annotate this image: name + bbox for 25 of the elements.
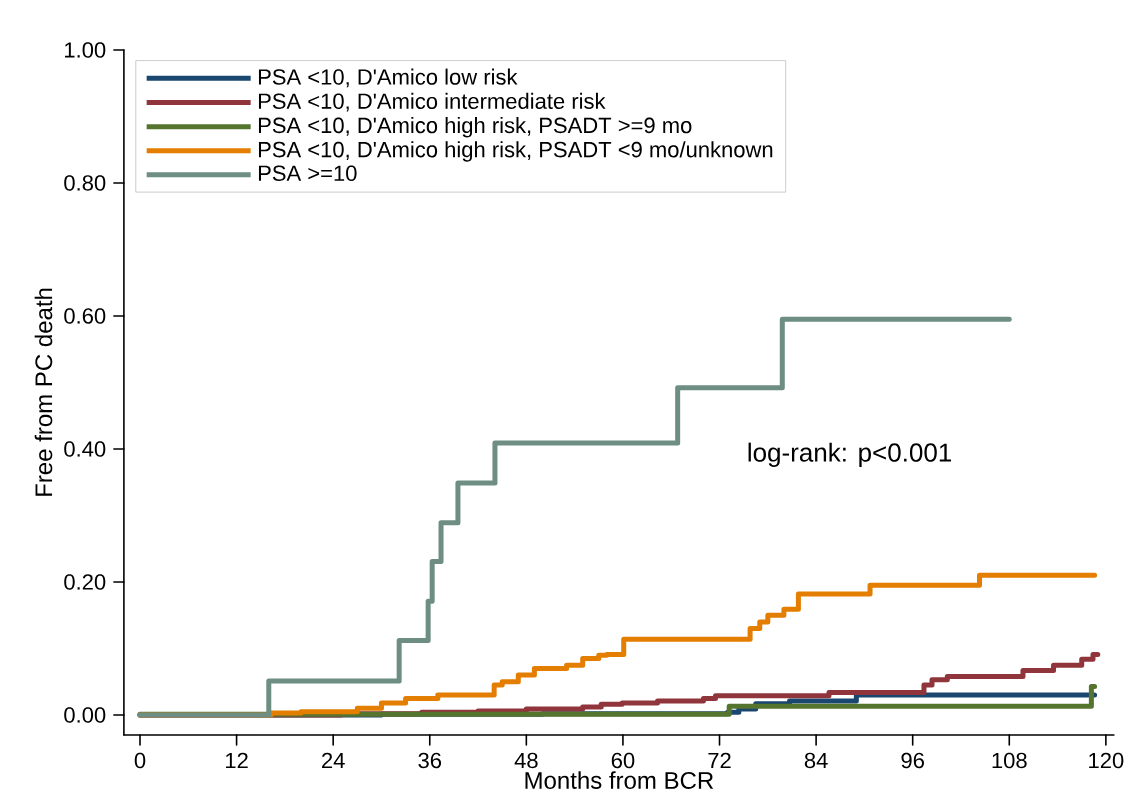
legend-label: PSA >=10 (258, 165, 357, 182)
x-tick-label: 120 (1089, 752, 1124, 769)
x-tick-label: 36 (418, 752, 442, 769)
x-tick-label: 48 (514, 752, 538, 769)
legend-label: PSA <10, D'Amico intermediate risk (258, 92, 606, 112)
y-tick-label: 0.00 (64, 707, 106, 723)
x-tick-label: 84 (804, 752, 828, 769)
x-tick-label: 12 (226, 752, 248, 769)
x-tick-label: 24 (322, 752, 345, 769)
y-tick-label: 0.60 (64, 308, 106, 324)
y-tick-label: 0.40 (64, 441, 106, 457)
x-tick-label: 96 (901, 752, 924, 769)
y-axis-title: Free from PC death (34, 288, 53, 496)
legend-label: PSA <10, D'Amico low risk (258, 68, 518, 88)
legend-label: PSA <10, D'Amico high risk, PSADT >=9 mo (258, 117, 692, 138)
legend-label: PSA <10, D'Amico high risk, PSADT <9 mo/unknown (258, 141, 773, 162)
y-tick-label: 0.20 (64, 574, 106, 590)
x-tick-label: 60 (611, 752, 635, 769)
y-tick-label: 0.80 (64, 175, 106, 191)
x-tick-label: 108 (992, 752, 1027, 769)
x-axis-title: Months from BCR (525, 771, 714, 789)
y-tick-label: 1.00 (65, 42, 106, 58)
annotation: log-rank: p<0.001 (748, 442, 952, 467)
x-tick-label: 0 (134, 752, 146, 769)
x-tick-label: 72 (708, 752, 731, 769)
